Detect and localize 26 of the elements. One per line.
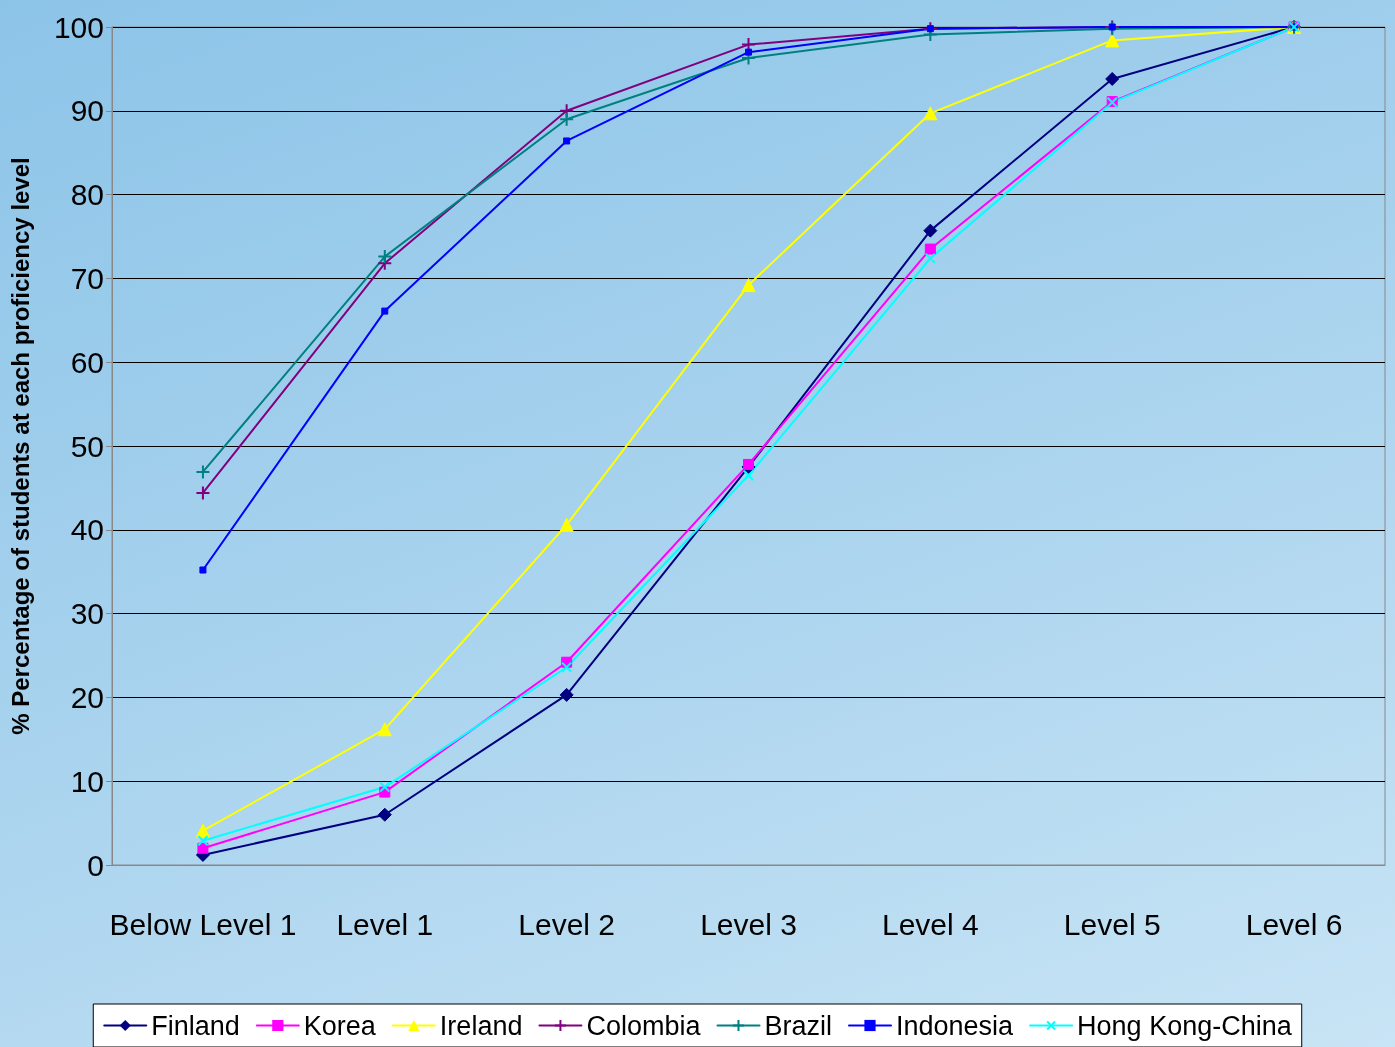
y-axis-title: % Percentage of students at each proficiency level	[6, 157, 34, 735]
legend-label: Finland	[151, 1010, 240, 1041]
x-tick-label: Below Level 1	[109, 907, 297, 941]
x-tick-label: Level 5	[1063, 907, 1161, 941]
legend-label: Indonesia	[895, 1010, 1015, 1041]
y-tick-label: 80	[70, 178, 104, 212]
y-tick-label: 0	[87, 848, 104, 882]
legend-label: Korea	[303, 1010, 377, 1041]
y-tick-label: 100	[53, 10, 104, 44]
y-tick-label: 30	[70, 597, 104, 631]
legend-label: Hong Kong-China	[1077, 1010, 1293, 1041]
y-tick-label: 10	[70, 764, 104, 798]
legend-label: Colombia	[586, 1010, 702, 1041]
y-tick-label: 70	[70, 261, 104, 295]
y-tick-label: 40	[70, 513, 104, 547]
x-tick-label: Level 3	[700, 907, 797, 941]
y-tick-label: 60	[70, 345, 104, 379]
legend-label: Ireland	[439, 1010, 523, 1041]
x-tick-label: Level 2	[518, 907, 616, 941]
y-tick-label: 50	[70, 429, 104, 463]
x-tick-label: Level 6	[1245, 907, 1343, 941]
y-tick-label: 90	[70, 94, 104, 128]
x-tick-label: Level 1	[336, 907, 434, 941]
x-tick-label: Level 4	[881, 907, 979, 941]
legend-label: Brazil	[764, 1010, 832, 1041]
y-tick-label: 20	[70, 680, 104, 714]
